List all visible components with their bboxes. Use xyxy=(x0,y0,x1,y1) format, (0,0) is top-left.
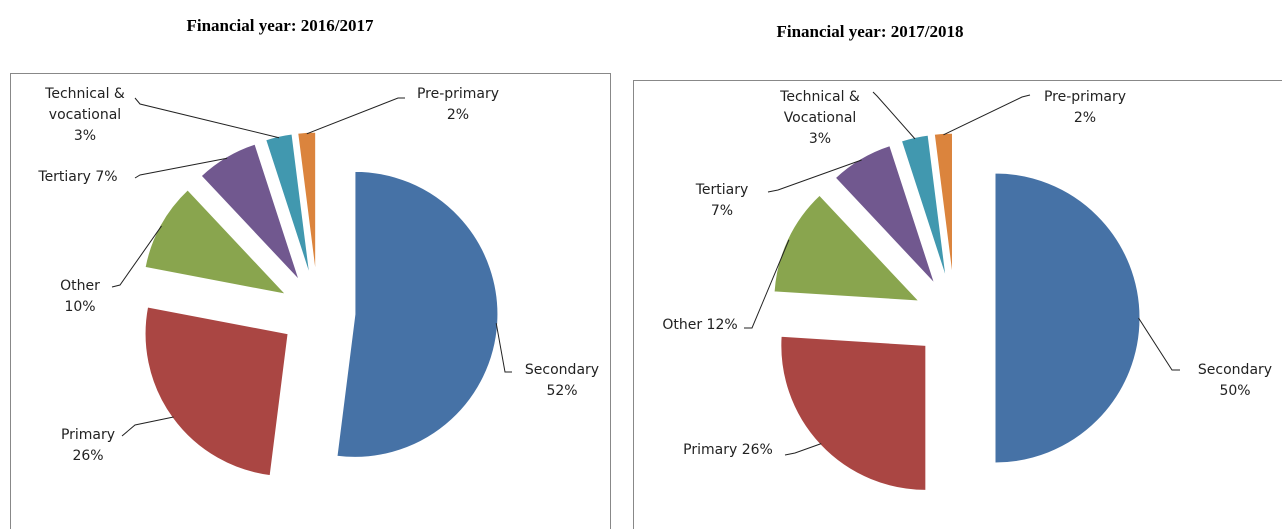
slice-label: Pre-primary 2% xyxy=(408,84,508,126)
slice-label: Tertiary 7% xyxy=(682,180,762,222)
category-label: Pre-primary xyxy=(416,86,500,102)
slice-label: Secondary 50% xyxy=(1190,360,1280,402)
pie-slice xyxy=(144,306,289,477)
pie-slice xyxy=(265,133,311,277)
chart-title: Financial year: 2017/2018 xyxy=(777,22,964,41)
pie-slice xyxy=(994,172,1141,464)
pie-slice xyxy=(200,143,300,281)
value-label: 7% xyxy=(710,203,734,219)
slice-label: Other 10% xyxy=(50,276,110,318)
category-label: Pre-primary xyxy=(1043,89,1127,105)
slice-label: Secondary 52% xyxy=(512,360,612,402)
leader-line xyxy=(111,225,162,288)
leader-line xyxy=(495,323,512,373)
category-label: Secondary xyxy=(524,362,600,378)
value-label: 2% xyxy=(446,107,470,123)
category-label: Technical & vocational xyxy=(45,86,125,123)
value-label: 3% xyxy=(808,131,832,147)
leader-line xyxy=(134,97,280,139)
pie-slice xyxy=(297,131,317,276)
leader-line xyxy=(134,157,228,179)
leader-line xyxy=(121,416,174,437)
slice-label: Pre-primary 2% xyxy=(1035,87,1135,129)
category-label: Primary xyxy=(60,427,116,443)
slice-label: Primary 26% xyxy=(668,440,788,461)
leader-line xyxy=(306,97,405,135)
pie-slice xyxy=(834,145,936,284)
slice-label: Technical & vocational 3% xyxy=(30,84,140,147)
category-label: Tertiary xyxy=(695,182,749,198)
slice-label: Primary 26% xyxy=(48,425,128,467)
leader-line xyxy=(767,159,862,193)
slice-label: Technical & Vocational 3% xyxy=(760,87,880,150)
value-label: 52% xyxy=(546,383,578,399)
pie-slice xyxy=(933,132,953,279)
value-label: 26% xyxy=(72,448,104,464)
value-label: 26% xyxy=(741,442,773,458)
value-label: 50% xyxy=(1219,383,1251,399)
value-label: 12% xyxy=(706,317,738,333)
chart-title: Financial year: 2016/2017 xyxy=(187,16,374,35)
leader-line xyxy=(943,94,1031,136)
pie-slice xyxy=(900,134,947,280)
pie-slice xyxy=(144,189,287,295)
value-label: 3% xyxy=(73,128,97,144)
leader-line xyxy=(784,443,822,456)
pie-slice xyxy=(773,194,921,302)
pie-slice xyxy=(336,170,499,458)
leader-line xyxy=(872,91,916,140)
category-label: Other xyxy=(662,317,703,333)
category-label: Technical & Vocational xyxy=(780,89,860,126)
chart-frame xyxy=(10,73,611,529)
pie-slice xyxy=(780,335,927,491)
value-label: 7% xyxy=(95,169,118,185)
slice-label: Other 12% xyxy=(645,315,755,336)
category-label: Primary xyxy=(683,442,738,458)
value-label: 10% xyxy=(64,299,96,315)
leader-line xyxy=(1138,317,1180,371)
slice-label: Tertiary 7% xyxy=(23,167,133,188)
category-label: Other xyxy=(60,278,100,294)
leader-line xyxy=(744,239,790,329)
value-label: 2% xyxy=(1073,110,1097,126)
category-label: Secondary xyxy=(1197,362,1273,378)
category-label: Tertiary xyxy=(38,169,91,185)
chart-frame xyxy=(633,80,1282,529)
